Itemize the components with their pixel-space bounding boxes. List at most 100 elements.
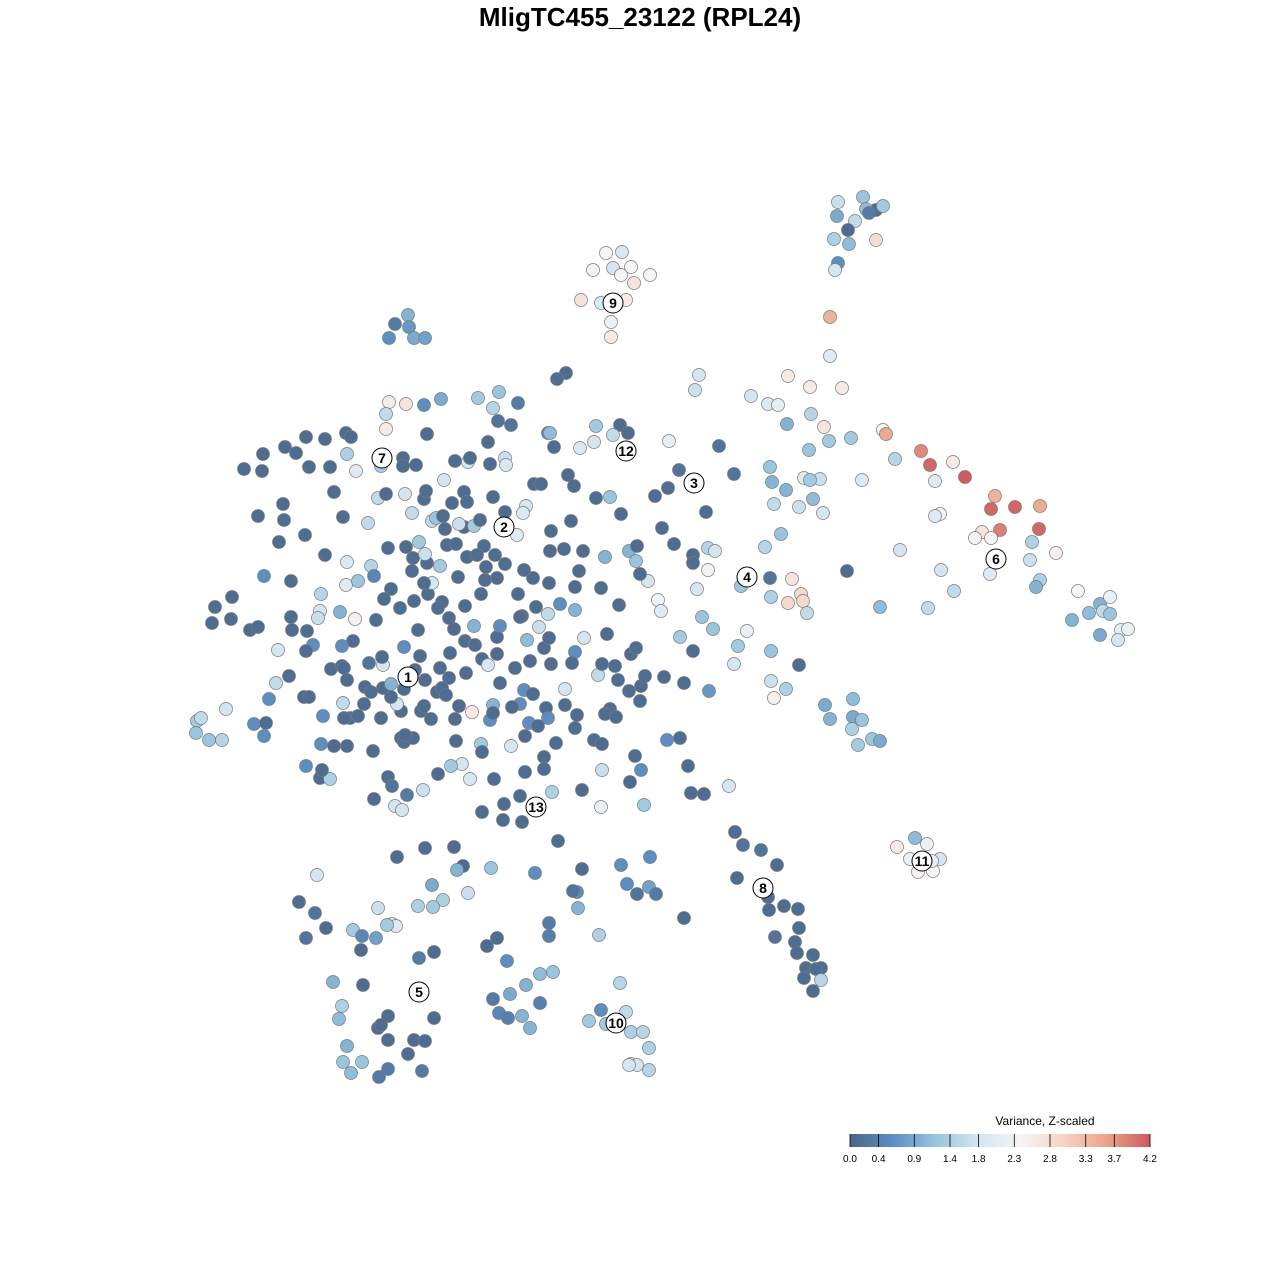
data-point [624,1025,638,1039]
data-point [247,717,261,731]
data-point [598,550,612,564]
data-point [371,901,385,915]
data-point [415,1064,429,1078]
data-point [655,521,669,535]
data-point [657,670,671,684]
cluster-label-11: 11 [911,850,933,872]
data-point [803,473,817,487]
data-point [520,633,534,647]
data-point [298,528,312,542]
data-point [764,674,778,688]
data-point [928,474,942,488]
data-point [643,850,657,864]
data-point [513,610,527,624]
data-point [467,619,481,633]
data-point [344,1066,358,1080]
data-point [855,713,869,727]
data-point [337,711,351,725]
data-point [823,349,837,363]
cluster-label-text: 3 [690,475,698,491]
data-point [426,900,440,914]
cluster-label-text: 10 [608,1015,624,1031]
data-point [471,391,485,405]
data-point [553,597,567,611]
data-point [481,658,495,672]
data-point [567,479,581,493]
data-point [436,509,450,523]
data-point [377,592,391,606]
cluster-label-text: 6 [992,551,1000,567]
data-point [424,712,438,726]
data-point [1082,606,1096,620]
data-point [627,276,641,290]
data-point [486,490,500,504]
data-point [542,916,556,930]
data-point [251,509,265,523]
data-point [636,1025,650,1039]
data-point [842,237,856,251]
data-point [879,427,893,441]
data-point [492,385,506,399]
data-point [459,666,473,680]
data-point [629,554,643,568]
data-point [468,638,482,652]
data-point [792,921,806,935]
data-point [474,587,488,601]
data-point [519,978,533,992]
data-point [523,1021,537,1035]
data-point [690,582,704,596]
data-point [375,650,389,664]
data-point [558,698,572,712]
data-point [399,397,413,411]
data-point [369,613,383,627]
data-point [385,779,399,793]
data-point [550,372,564,386]
data-point [1032,522,1046,536]
data-point [600,627,614,641]
cluster-label-8: 8 [752,877,774,899]
data-point [544,524,558,538]
data-point [728,825,742,839]
data-point [411,623,425,637]
data-point [545,785,559,799]
data-point [968,531,982,545]
data-point [418,673,432,687]
cluster-label-text: 1 [404,669,412,685]
data-point [299,759,313,773]
data-point [262,692,276,706]
data-point [797,971,811,985]
data-point [767,497,781,511]
data-point [406,551,420,565]
data-point [499,458,513,472]
data-point [633,694,647,708]
data-point [702,684,716,698]
data-point [592,928,606,942]
cluster-label-text: 9 [609,295,617,311]
data-point [335,639,349,653]
data-point [697,787,711,801]
data-point [804,407,818,421]
data-point [337,661,351,675]
data-point [612,598,626,612]
data-point [648,489,662,503]
data-point [594,581,608,595]
data-point [257,729,271,743]
data-point [846,692,860,706]
data-point [299,931,313,945]
data-point [237,462,251,476]
data-point [451,570,465,584]
data-point [314,587,328,601]
data-point [431,601,445,615]
data-point [515,815,529,829]
data-point [806,492,820,506]
data-point [354,943,368,957]
data-point [541,711,555,725]
data-point [620,877,634,891]
data-point [803,380,817,394]
data-point [604,330,618,344]
data-point [336,696,350,710]
data-point [1093,628,1107,642]
data-point [568,603,582,617]
data-point [276,497,290,511]
data-point [284,610,298,624]
